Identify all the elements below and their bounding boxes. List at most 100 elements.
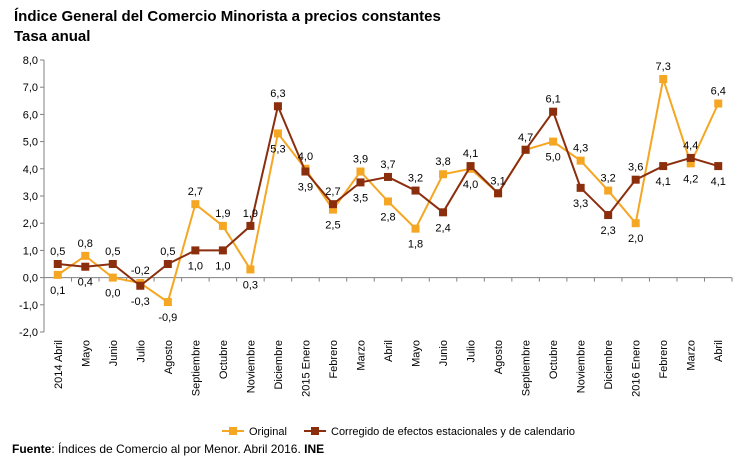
x-category-label: Julio <box>135 340 147 363</box>
original-data-label: 4,7 <box>518 132 533 144</box>
corregido-point <box>686 153 695 162</box>
corregido-point <box>218 246 227 255</box>
original-point <box>384 197 392 206</box>
original-data-label: 1,8 <box>408 239 423 251</box>
y-tick-label: 0,0 <box>23 273 38 285</box>
original-point <box>81 251 90 260</box>
x-category-label: Noviembre <box>245 340 257 393</box>
source-text: Índices de Comercio al por Menor. Abril … <box>58 442 301 456</box>
corregido-point <box>246 221 255 230</box>
original-point <box>53 270 62 279</box>
original-data-label: 5,0 <box>545 152 560 164</box>
y-tick-label: 1,0 <box>23 245 38 257</box>
corregido-data-label: 3,7 <box>380 159 395 171</box>
original-point <box>218 221 227 230</box>
y-tick-label: 4,0 <box>23 164 38 176</box>
corregido-data-label: 0,5 <box>105 246 120 258</box>
legend-corregido-label: Corregido de efectos estacionales y de c… <box>331 426 575 438</box>
y-tick-label: -1,0 <box>19 300 38 312</box>
chart-subtitle: Tasa anual <box>14 28 91 45</box>
corregido-data-label: 0,4 <box>78 277 93 289</box>
corregido-point <box>411 186 420 195</box>
corregido-point <box>53 260 62 268</box>
x-category-label: Mayo <box>80 340 92 367</box>
x-category-label: Diciembre <box>273 340 285 390</box>
corregido-point <box>191 246 200 255</box>
original-point <box>576 156 585 165</box>
corregido-data-label: -0,3 <box>131 296 150 308</box>
x-category-label: Diciembre <box>603 340 615 390</box>
corregido-data-label: 1,9 <box>243 208 258 220</box>
original-data-label: 0,1 <box>50 285 65 297</box>
x-category-label: Octubre <box>548 340 560 379</box>
original-data-label: 2,0 <box>628 233 643 245</box>
original-point <box>328 205 337 214</box>
corregido-data-label: 4,1 <box>711 176 726 188</box>
corregido-point <box>714 162 723 171</box>
original-point <box>549 137 558 146</box>
x-category-label: Agosto <box>493 340 505 374</box>
original-data-label: 1,9 <box>215 208 230 220</box>
corregido-data-label: 4,1 <box>656 176 671 188</box>
corregido-data-label: 3,5 <box>353 192 368 204</box>
y-tick-label: 6,0 <box>23 109 38 121</box>
x-category-label: Septiembre <box>190 340 202 396</box>
original-point <box>246 265 255 274</box>
y-tick-label: 5,0 <box>23 137 38 149</box>
corregido-point <box>328 200 337 209</box>
x-category-label: 2015 Enero <box>300 340 312 397</box>
source-org: INE <box>304 442 325 456</box>
original-data-label: 2,8 <box>380 211 395 223</box>
corregido-point <box>631 175 640 184</box>
corregido-data-label: 1,0 <box>215 260 230 272</box>
legend-original-label: Original <box>249 426 287 438</box>
corregido-point <box>384 172 392 181</box>
corregido-point <box>576 183 585 192</box>
original-point <box>714 99 723 108</box>
original-data-label: 0,3 <box>243 279 258 291</box>
x-category-label: Noviembre <box>576 340 588 393</box>
y-tick-label: 2,0 <box>23 218 38 230</box>
original-data-label: 4,0 <box>298 151 313 163</box>
original-point <box>191 200 200 209</box>
x-category-label: Julio <box>466 340 478 363</box>
original-point <box>439 170 448 179</box>
original-point <box>163 298 172 307</box>
corregido-point <box>494 189 503 198</box>
original-point <box>356 167 365 176</box>
corregido-point <box>273 102 282 111</box>
legend-original-marker <box>229 427 237 435</box>
original-data-label: 3,9 <box>353 154 368 166</box>
original-point <box>604 186 613 195</box>
original-data-label: 4,2 <box>683 173 698 185</box>
x-category-label: 2016 Enero <box>631 340 643 397</box>
x-category-label: Agosto <box>163 340 175 374</box>
y-tick-label: 3,0 <box>23 191 38 203</box>
corregido-point <box>163 260 172 268</box>
x-category-label: Junio <box>438 340 450 366</box>
corregido-data-label: 0,5 <box>50 246 65 258</box>
original-point <box>659 75 668 84</box>
corregido-point <box>466 162 475 171</box>
corregido-data-label: 3,6 <box>628 162 643 174</box>
corregido-data-label: 1,0 <box>188 260 203 272</box>
original-data-label: 0,8 <box>78 238 93 250</box>
original-point <box>411 224 420 233</box>
series-line-corregido <box>57 102 719 288</box>
original-data-label: 5,3 <box>270 143 285 155</box>
corregido-point <box>604 211 613 220</box>
original-data-label: 3,8 <box>435 156 450 168</box>
corregido-point <box>356 178 365 187</box>
y-tick-label: 7,0 <box>23 82 38 94</box>
x-category-label: Febrero <box>658 340 670 379</box>
source-note: Fuente: Índices de Comercio al por Menor… <box>12 442 325 456</box>
x-category-label: Marzo <box>686 340 698 371</box>
original-data-label: 3,2 <box>601 173 616 185</box>
x-category-label: Septiembre <box>521 340 533 396</box>
corregido-data-label: 2,7 <box>325 186 340 198</box>
corregido-data-label: 0,5 <box>160 246 175 258</box>
original-data-label: 6,4 <box>711 86 726 98</box>
corregido-data-label: 4,4 <box>683 140 698 152</box>
x-category-label: Mayo <box>411 340 423 367</box>
corregido-data-label: 6,1 <box>545 94 560 106</box>
